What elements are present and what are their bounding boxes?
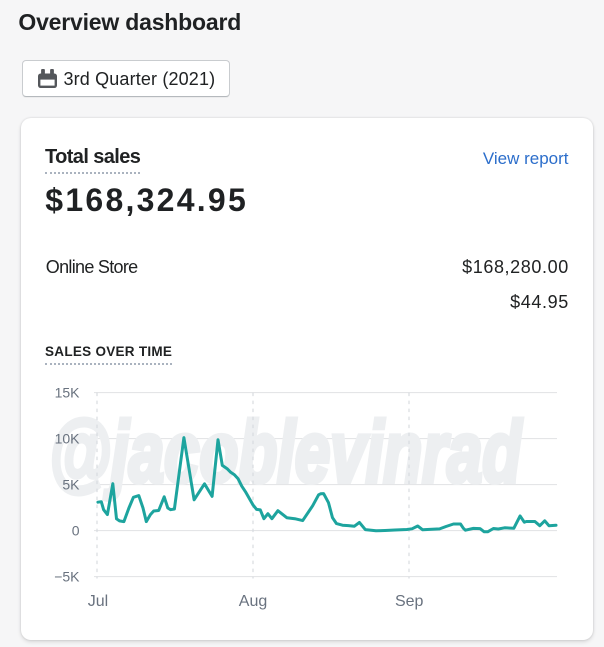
- svg-text:5K: 5K: [62, 477, 80, 493]
- svg-text:15K: 15K: [55, 385, 81, 401]
- svg-text:0: 0: [72, 523, 80, 539]
- svg-text:Jul: Jul: [88, 593, 108, 610]
- svg-text:Sep: Sep: [395, 593, 424, 610]
- svg-text:10K: 10K: [55, 431, 81, 447]
- svg-text:−5K: −5K: [54, 569, 80, 585]
- svg-text:Aug: Aug: [239, 593, 267, 610]
- svg-text:@jacoblevinrad: @jacoblevinrad: [49, 405, 523, 500]
